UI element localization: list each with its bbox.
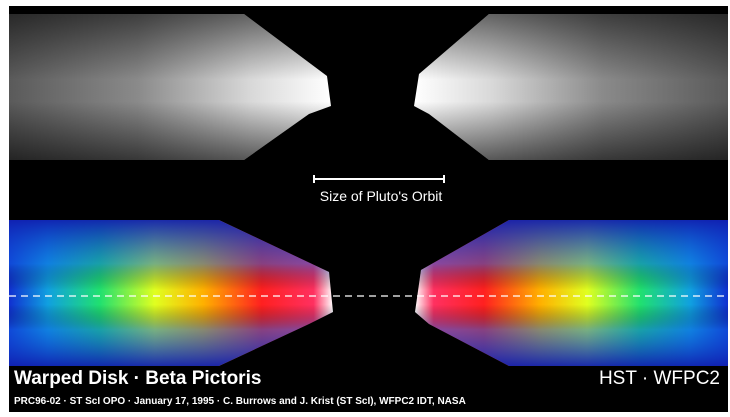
credit-line: PRC96-02 · ST ScI OPO · January 17, 1995… (14, 396, 466, 407)
grayscale-disk-panel (9, 14, 728, 160)
scale-bar: Size of Pluto's Orbit (9, 174, 728, 214)
image-frame: Size of Pluto's Orbit (6, 6, 728, 412)
scale-bar-line (313, 175, 445, 183)
scale-label: Size of Pluto's Orbit (319, 188, 443, 204)
false-color-disk-panel (9, 220, 728, 366)
instrument-label: HST · WFPC2 (598, 368, 720, 389)
image-title: Warped Disk · Beta Pictoris (14, 368, 262, 389)
